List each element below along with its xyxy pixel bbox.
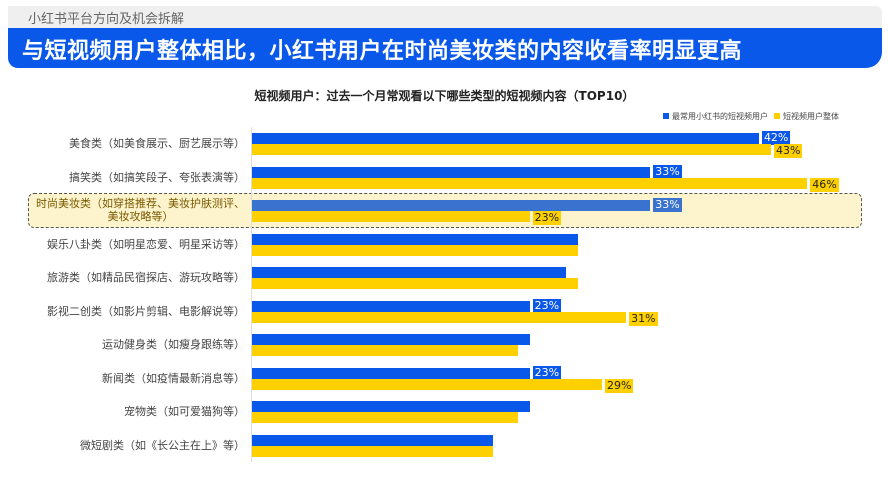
bar-series2 bbox=[252, 445, 494, 457]
data-label: 46% bbox=[810, 177, 839, 192]
bar-series2 bbox=[252, 211, 530, 222]
category-label: 新闻类（如疫情最新消息等） bbox=[102, 371, 245, 385]
bar-series1 bbox=[252, 233, 578, 245]
highlight-box bbox=[28, 193, 862, 228]
bar-series1 bbox=[252, 401, 530, 412]
bar-series1 bbox=[252, 367, 530, 379]
bar-series2 bbox=[252, 378, 603, 390]
bar-series1 bbox=[252, 166, 651, 178]
data-label: 23% bbox=[532, 211, 562, 225]
category-label: 运动健身类（如瘦身跟练等） bbox=[102, 338, 245, 351]
category-label: 影视二创类（如影片剪辑、电影解说等） bbox=[47, 304, 245, 318]
bar-series2 bbox=[252, 144, 771, 155]
bar-series1 bbox=[252, 267, 566, 278]
bar-series1 bbox=[252, 434, 494, 446]
bar-series2 bbox=[252, 345, 518, 356]
headline-banner bbox=[8, 28, 882, 68]
category-label: 时尚美妆类（如穿搭推荐、美妆护肤测评、 美妆攻略等） bbox=[36, 197, 245, 223]
category-label: 微短剧类（如《长公主在上》等） bbox=[80, 438, 245, 452]
section-title: 小红书平台方向及机会拆解 bbox=[28, 12, 185, 27]
chart-title: 短视频用户：过去一个月常观看以下哪些类型的短视频内容（TOP10） bbox=[254, 89, 635, 103]
bar-series2 bbox=[252, 244, 578, 256]
bar-series2 bbox=[252, 311, 627, 323]
data-label: 33% bbox=[653, 198, 682, 212]
data-label: 42% bbox=[761, 131, 791, 145]
bar-series1 bbox=[252, 334, 530, 345]
data-label: 33% bbox=[653, 164, 682, 179]
category-label: 美食类（如美食展示、厨艺展示等） bbox=[69, 137, 245, 150]
data-label: 23% bbox=[532, 365, 562, 380]
headline: 与短视频用户整体相比，小红书用户在时尚美妆类的内容收看率明显更高 bbox=[22, 39, 743, 64]
category-label: 宠物类（如可爱猫狗等） bbox=[124, 405, 245, 418]
data-label: 23% bbox=[532, 298, 562, 313]
category-label: 旅游类（如精品民宿探店、游玩攻略等） bbox=[47, 271, 245, 284]
data-label: 29% bbox=[605, 378, 634, 393]
bar-series1 bbox=[252, 133, 759, 144]
category-label: 娱乐八卦类（如明星恋爱、明星采访等） bbox=[47, 237, 245, 251]
bar-series2 bbox=[252, 412, 518, 423]
bar-series1 bbox=[252, 200, 651, 211]
legend: 最常用小红书的短视频用户 短视频用户整体 bbox=[663, 111, 839, 122]
legend-item-series1: 最常用小红书的短视频用户 bbox=[663, 111, 768, 122]
bar-series1 bbox=[252, 300, 530, 312]
category-label: 搞笑类（如搞笑段子、夸张表演等） bbox=[69, 170, 245, 184]
legend-item-series2: 短视频用户整体 bbox=[774, 111, 839, 122]
category-axis bbox=[251, 127, 252, 462]
data-label: 31% bbox=[629, 311, 658, 326]
section-bar bbox=[8, 6, 882, 30]
bar-series2 bbox=[252, 278, 578, 289]
data-label: 43% bbox=[774, 144, 803, 158]
bar-series2 bbox=[252, 177, 808, 189]
